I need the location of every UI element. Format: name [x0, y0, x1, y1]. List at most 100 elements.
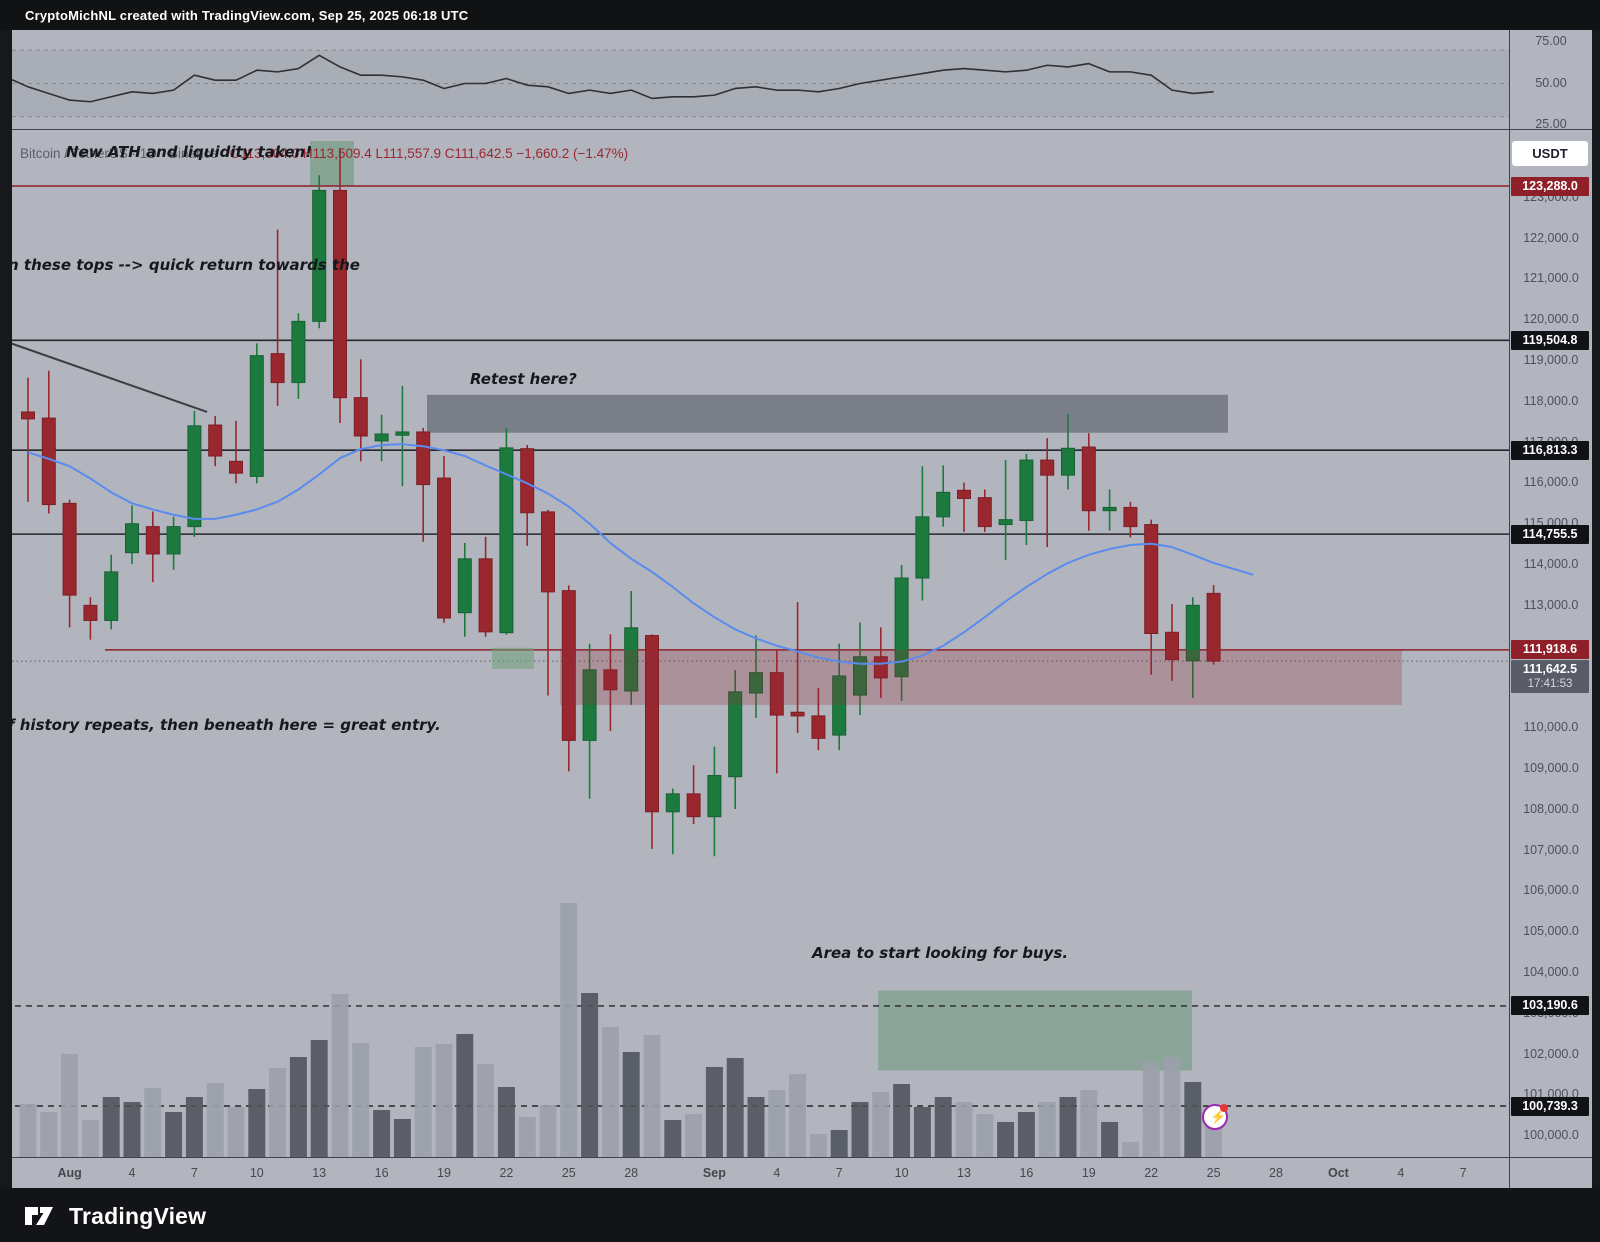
price-tick: 106,000.0 [1523, 883, 1579, 898]
volume-bar [809, 1134, 827, 1157]
candle-body [21, 411, 35, 420]
time-tick-7: 7 [1459, 1166, 1467, 1180]
candle-body [873, 656, 888, 679]
sma-line [27, 443, 1254, 665]
volume-bar [913, 1107, 931, 1157]
volume-bar [1121, 1142, 1139, 1157]
candle-body [312, 189, 327, 322]
volume-bar [934, 1097, 952, 1157]
candle-body [1206, 592, 1221, 662]
candle-body [83, 604, 98, 621]
volume-bar [373, 1110, 391, 1157]
volume-bar [1142, 1062, 1160, 1157]
annotation-history-repeats[interactable]: f history repeats, then beneath here = g… [8, 716, 441, 734]
volume-bar [560, 903, 578, 1157]
price-label-103,190.6: 103,190.6 [1511, 996, 1589, 1016]
volume-bar [997, 1122, 1015, 1157]
current-price-label: 111,642.5 17:41:53 [1511, 660, 1589, 693]
volume-bar [310, 1040, 328, 1157]
time-tick-28: 28 [624, 1166, 639, 1180]
volume-bar [497, 1087, 515, 1157]
notification-dot [1220, 1104, 1228, 1112]
time-tick-4: 4 [773, 1166, 781, 1180]
candle-body [374, 433, 389, 442]
buy-area-box [878, 990, 1192, 1071]
volume-bar [789, 1074, 807, 1157]
annotation-retest-here[interactable]: Retest here? [470, 370, 577, 388]
candle-body [1061, 447, 1075, 476]
support-zone [560, 649, 1402, 705]
symbol-ohlc-row[interactable]: Bitcoin / TetherUS · 1D · Binance O113,3… [20, 146, 628, 161]
annotation-buy-area[interactable]: Area to start looking for buys. [812, 944, 1069, 962]
lightning-icon: ⚡ [1210, 1109, 1227, 1124]
annotation-tops-return[interactable]: n these tops --> quick return towards th… [8, 256, 360, 274]
volume-bar [123, 1102, 141, 1157]
event-marker-icon[interactable]: ⚡ [1202, 1104, 1228, 1130]
price-tick: 102,000.0 [1523, 1046, 1579, 1061]
volume-bar [435, 1044, 453, 1157]
candle-body [104, 571, 119, 621]
currency-toggle-usdt[interactable]: USDT [1512, 141, 1588, 166]
time-tick-25: 25 [561, 1166, 576, 1180]
price-tick: 114,000.0 [1523, 556, 1579, 571]
candle-body [291, 320, 306, 384]
candle-body [541, 511, 555, 593]
price-tick: 108,000.0 [1523, 801, 1579, 816]
candle-body [1040, 459, 1055, 476]
volume-bar [248, 1089, 266, 1157]
ath-liquidity-band [310, 141, 354, 186]
volume-bar [976, 1114, 994, 1157]
volume-bar [851, 1102, 869, 1157]
volume-bar [289, 1057, 307, 1157]
candle-body [582, 669, 597, 741]
rsi-tick: 25.00 [1535, 117, 1567, 131]
volume-bar [456, 1034, 474, 1157]
price-tick: 122,000.0 [1523, 230, 1579, 245]
volume-bar [352, 1043, 370, 1157]
time-tick-19: 19 [1081, 1166, 1096, 1180]
candle-body [499, 447, 514, 634]
candle-body [686, 793, 701, 818]
price-label-119,504.8: 119,504.8 [1511, 330, 1589, 350]
time-tick-4: 4 [1397, 1166, 1405, 1180]
candle-body [749, 672, 763, 694]
time-tick-7: 7 [190, 1166, 198, 1180]
volume-bar [165, 1112, 183, 1157]
volume-bar [1080, 1090, 1098, 1157]
time-tick-28: 28 [1269, 1166, 1283, 1180]
price-tick: 110,000.0 [1523, 720, 1579, 735]
watermark-bar: CryptoMichNL created with TradingView.co… [0, 0, 1600, 30]
candle-body [957, 489, 971, 499]
candle-body [707, 774, 722, 818]
price-label-111,918.6: 111,918.6 [1511, 640, 1589, 660]
time-tick-13: 13 [312, 1166, 327, 1180]
volume-bar [705, 1067, 723, 1157]
volume-bar [1038, 1102, 1056, 1157]
volume-bar [955, 1102, 973, 1157]
price-tick: 109,000.0 [1523, 760, 1579, 775]
watermark-text: CryptoMichNL created with TradingView.co… [25, 7, 469, 23]
candle-body [457, 558, 472, 614]
volume-bar [40, 1112, 58, 1157]
candle-body [561, 590, 576, 741]
candle-body [229, 460, 243, 474]
volume-bar [685, 1114, 703, 1157]
price-tick: 119,000.0 [1523, 352, 1579, 367]
pane-separator[interactable] [0, 129, 1592, 130]
symbol-name[interactable]: Bitcoin / TetherUS · 1D · Binance [20, 146, 218, 161]
candle-body [624, 627, 639, 692]
time-tick-22: 22 [499, 1166, 514, 1180]
candle-body [1081, 446, 1096, 512]
time-tick-Oct: Oct [1327, 1166, 1349, 1180]
candle-body [187, 425, 202, 528]
candle-body [395, 431, 410, 436]
candle-body [62, 502, 77, 596]
candle-body [665, 793, 680, 813]
tradingview-logo[interactable]: TradingView [24, 1202, 206, 1230]
price-tick: 121,000.0 [1523, 271, 1579, 286]
annotation-new-ath[interactable]: New ATH and liquidity taken! [66, 143, 313, 161]
candle-body [353, 397, 368, 437]
price-label-114,755.5: 114,755.5 [1511, 524, 1589, 544]
